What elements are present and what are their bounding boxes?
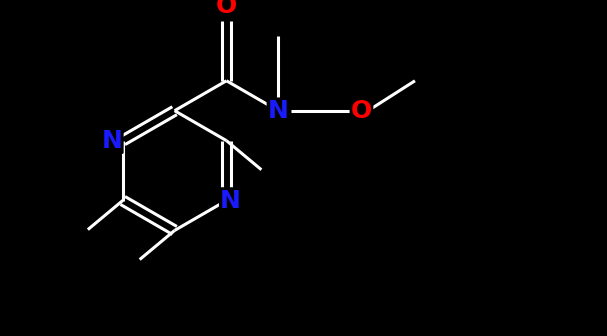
Text: O: O [351,99,372,123]
Text: O: O [216,0,237,18]
Text: N: N [220,188,241,212]
Text: N: N [101,129,123,153]
Text: N: N [101,129,123,153]
Text: N: N [268,99,289,123]
Text: N: N [220,188,241,212]
